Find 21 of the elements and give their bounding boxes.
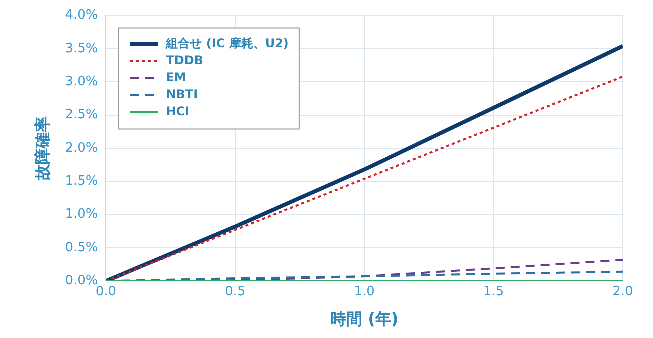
legend-label: NBTI — [166, 87, 198, 102]
y-tick-label: 0.0% — [65, 274, 98, 289]
legend-label: TDDB — [166, 53, 204, 68]
legend-label: 組合せ (IC 摩耗、U2) — [165, 36, 289, 50]
y-axis-title: 故障確率 — [32, 116, 52, 182]
x-axis-title: 時間 (年) — [330, 310, 399, 329]
y-tick-label: 1.5% — [65, 174, 98, 190]
x-tick-label: 0.0 — [96, 284, 117, 300]
x-tick-label: 0.5 — [225, 284, 246, 300]
x-tick-label: 1.0 — [354, 284, 375, 300]
y-tick-label: 3.0% — [65, 74, 98, 90]
y-tick-label: 0.5% — [65, 240, 98, 256]
y-tick-label: 1.0% — [65, 207, 98, 222]
x-tick-label: 2.0 — [612, 284, 634, 300]
legend-label: HCI — [166, 104, 190, 118]
y-tick-label: 3.5% — [65, 41, 98, 56]
y-tick-label: 2.5% — [65, 108, 98, 123]
x-tick-label: 1.5 — [483, 284, 504, 300]
y-tick-label: 2.0% — [65, 140, 98, 156]
legend-label: EM — [166, 70, 186, 84]
y-tick-label: 4.0% — [65, 8, 98, 24]
